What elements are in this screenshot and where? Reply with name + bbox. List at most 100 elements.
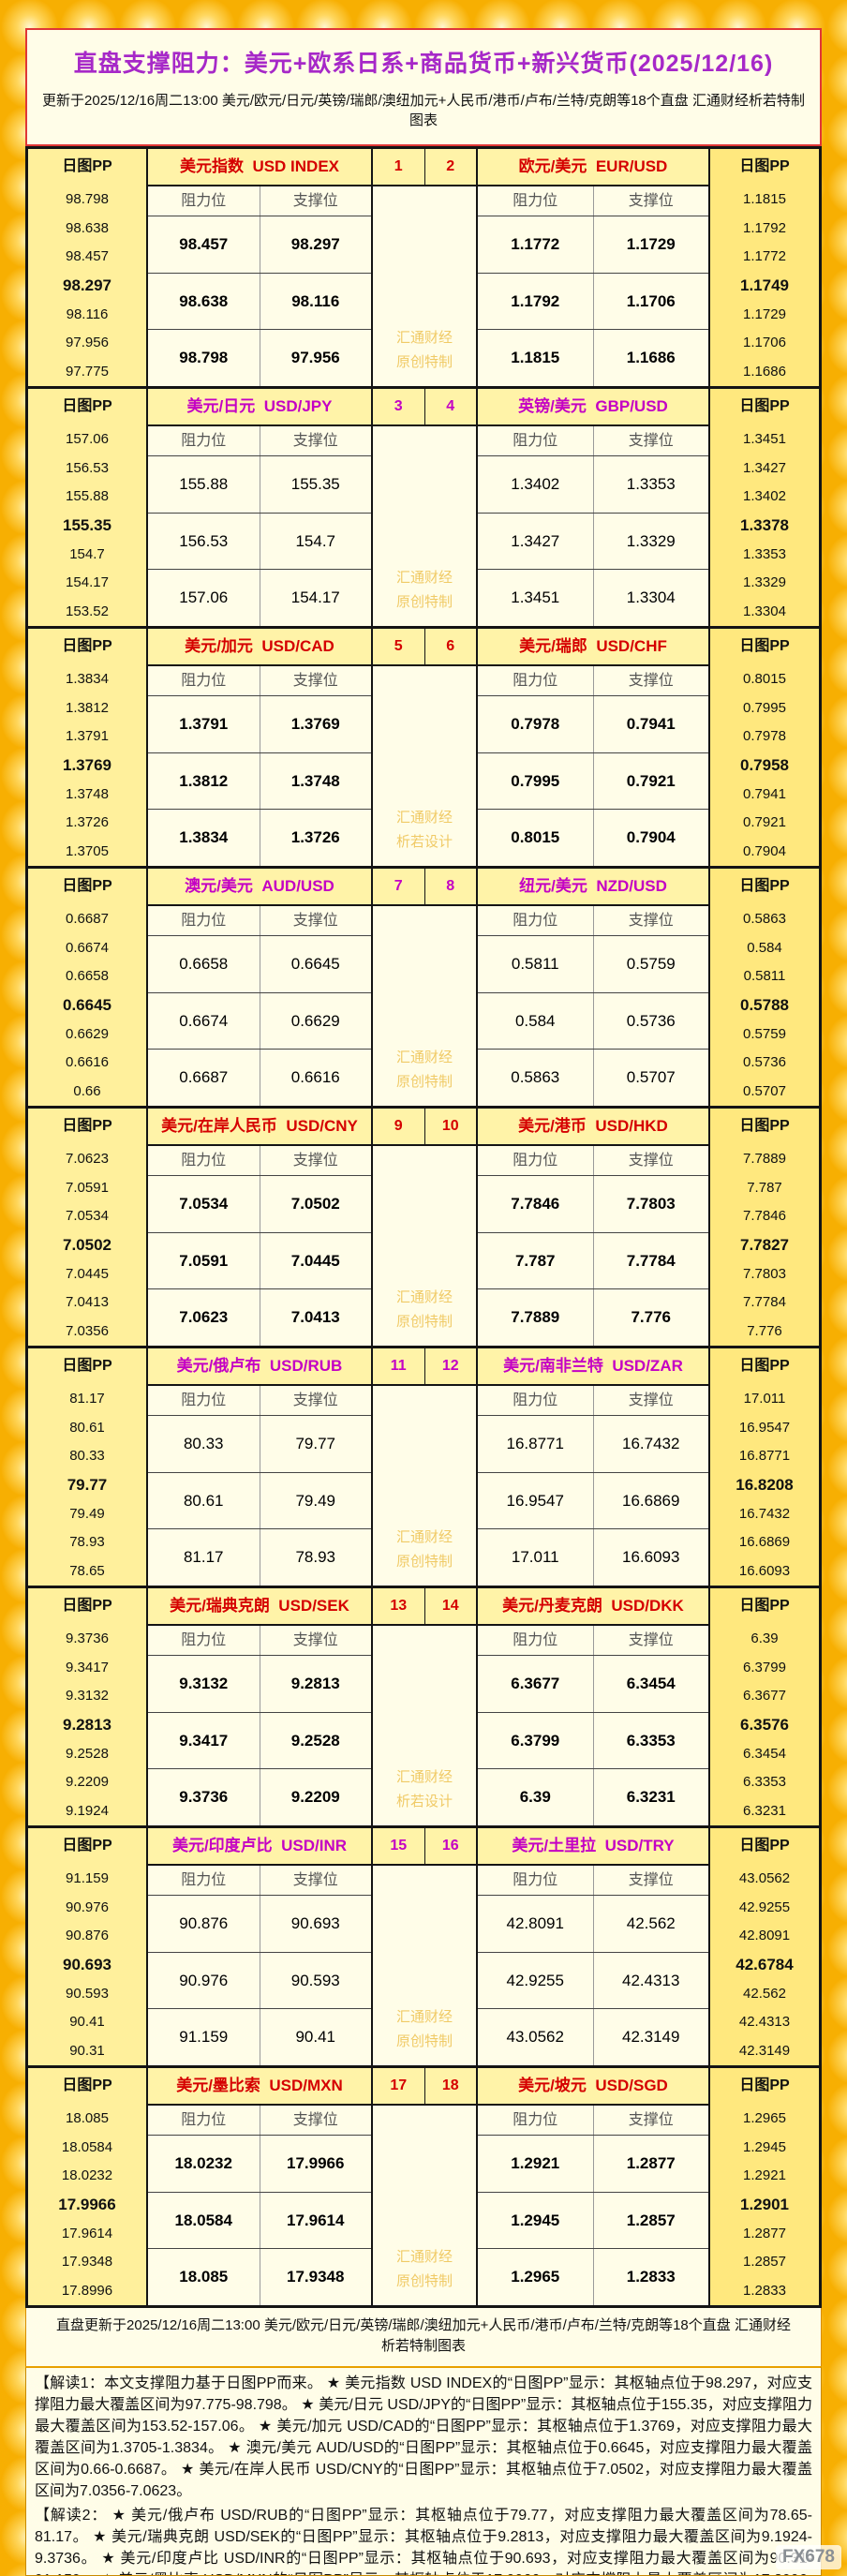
pp-level-value: 90.31 (69, 2043, 105, 2060)
pp-level-value: 1.1792 (743, 219, 786, 236)
resistance-value: 1.2921 (478, 2136, 594, 2192)
pp-level-value: 17.9614 (61, 2225, 113, 2241)
pair-code: USD/RUB (269, 1357, 343, 1375)
footer-bar: 直盘更新于2025/12/16周二13:00 美元/欧元/日元/英镑/瑞郎/澳纽… (25, 2308, 822, 2366)
pp-level-value: 0.7978 (743, 728, 786, 745)
support-value: 1.3726 (290, 828, 340, 847)
pp-column: 日图PP 17.011 16.9547 16.8771 16.8208 16.7432 16… (710, 1348, 819, 1586)
brand-watermark: 汇通财经 原创特制 (373, 1386, 476, 1586)
resistance-value: 81.17 (148, 1529, 260, 1586)
support-value: 0.7904 (626, 828, 676, 847)
resistance-value: 1.1792 (478, 273, 594, 330)
rate-row: 18.0232 17.9966 (148, 2136, 371, 2193)
pair-code: USD/CHF (596, 637, 667, 655)
pair-table: 美元/土里拉 USD/TRY 阻力位 支撑位 42.8091 42.562 42.9255… (478, 1828, 710, 2066)
brand-watermark: 汇通财经 原创特制 (373, 186, 476, 386)
rate-row: 91.159 90.41 (148, 2009, 371, 2066)
resistance-value: 1.2945 (478, 2192, 594, 2249)
rate-row: 1.3402 1.3353 (478, 456, 708, 514)
pair-table: 纽元/美元 NZD/USD 阻力位 支撑位 0.5811 0.5759 0.584 0.57… (478, 869, 710, 1107)
middle-column: 1 2 汇通财经 原创特制 (373, 149, 478, 386)
pp-level-value: 1.3834 (66, 670, 109, 687)
pair-table: 美元/在岸人民币 USD/CNY 阻力位 支撑位 7.0534 7.0502 7.0591… (148, 1109, 373, 1347)
pair-code: USD/CNY (286, 1117, 358, 1135)
rate-row: 0.6687 0.6616 (148, 1050, 371, 1107)
pair-name-cn: 美元/丹麦克朗 (502, 1597, 602, 1615)
pair-name-cn: 英镑/美元 (518, 397, 587, 415)
pair-number: 1 (373, 149, 425, 185)
brand-watermark-line1: 汇通财经 (395, 570, 453, 586)
pp-level-value: 7.0591 (66, 1179, 109, 1196)
brand-watermark-line1: 汇通财经 (395, 2009, 453, 2025)
rate-row: 42.9255 42.4313 (478, 1952, 708, 2010)
resistance-value: 0.5811 (478, 936, 594, 992)
pair-table: 美元/南非兰特 USD/ZAR 阻力位 支撑位 16.8771 16.7432 16.95… (478, 1348, 710, 1586)
pp-level-value: 1.1686 (743, 364, 786, 380)
resistance-value: 1.1772 (478, 216, 594, 273)
rate-row: 81.17 78.93 (148, 1529, 371, 1586)
pair-table-header: 阻力位 支撑位 (478, 1386, 708, 1416)
middle-column: 5 6 汇通财经 析若设计 (373, 629, 478, 866)
support-value: 16.6093 (622, 1548, 680, 1567)
pp-column: 日图PP 43.0562 42.9255 42.8091 42.6784 42.562 42… (710, 1828, 819, 2065)
rate-row: 1.1815 1.1686 (478, 330, 708, 387)
pp-level-value: 42.8091 (738, 1928, 791, 1944)
pp-level-value: 154.7 (69, 545, 105, 562)
brand-watermark-line1: 汇通财经 (395, 2249, 453, 2265)
pair-table: 美元/坡元 USD/SGD 阻力位 支撑位 1.2921 1.2877 1.2945 1.2… (478, 2068, 710, 2306)
pp-level-value: 153.52 (66, 603, 109, 620)
support-value: 7.7784 (626, 1251, 676, 1270)
brand-watermark-line2: 原创特制 (395, 2033, 453, 2049)
middle-column: 9 10 汇通财经 原创特制 (373, 1109, 478, 1346)
pair-table-header: 阻力位 支撑位 (148, 666, 371, 696)
resistance-value: 7.0591 (148, 1232, 260, 1289)
pair-name-cn: 美元/坡元 (518, 2077, 587, 2094)
resistance-header: 阻力位 (148, 666, 260, 695)
pair-name-cn: 美元指数 (179, 157, 244, 175)
pair-table: 澳元/美元 AUD/USD 阻力位 支撑位 0.6658 0.6645 0.6674 0.6… (148, 869, 373, 1107)
resistance-value: 7.7889 (478, 1289, 594, 1347)
brand-watermark-line1: 汇通财经 (395, 1529, 453, 1545)
support-value: 9.2813 (290, 1674, 340, 1692)
resistance-value: 6.3799 (478, 1712, 594, 1769)
pp-pivot-value: 98.297 (63, 275, 111, 294)
support-header: 支撑位 (628, 913, 674, 929)
pp-level-value: 9.1924 (66, 1803, 109, 1820)
support-value: 78.93 (295, 1548, 336, 1567)
rate-row: 80.61 79.49 (148, 1472, 371, 1530)
pp-level-value: 1.3812 (66, 699, 109, 716)
pair-code: USD/SGD (595, 2077, 668, 2094)
pp-level-value: 80.61 (69, 1419, 105, 1436)
pp-column: 日图PP 6.39 6.3799 6.3677 6.3576 6.3454 6.3353 6.… (710, 1588, 819, 1825)
resistance-header: 阻力位 (478, 1146, 594, 1175)
rate-row: 0.8015 0.7904 (478, 810, 708, 867)
brand-watermark-line1: 汇通财经 (395, 330, 453, 346)
pp-level-value: 1.2833 (743, 2283, 786, 2300)
pair-table-header: 阻力位 支撑位 (148, 1866, 371, 1896)
support-header: 支撑位 (292, 913, 338, 929)
note-paragraph-1: 【解读1：本文支撑阻力基于日图PP而来。 ★ 美元指数 USD INDEX的“日… (35, 2375, 812, 2499)
pp-level-value: 98.116 (66, 305, 109, 322)
resistance-value: 98.638 (148, 273, 260, 330)
support-value: 98.116 (291, 291, 340, 310)
pp-level-value: 154.17 (66, 574, 109, 591)
resistance-value: 1.1815 (478, 330, 594, 387)
support-header: 支撑位 (628, 2112, 674, 2128)
pair-title: 欧元/美元 EUR/USD (478, 149, 708, 186)
pp-level-value: 156.53 (66, 459, 109, 476)
pp-level-value: 16.6093 (738, 1563, 791, 1580)
pp-level-value: 0.5736 (743, 1054, 786, 1071)
resistance-value: 7.0534 (148, 1176, 260, 1232)
pp-level-value: 1.3402 (743, 488, 786, 505)
pp-level-value: 0.6658 (66, 968, 109, 985)
rate-row: 0.5811 0.5759 (478, 936, 708, 993)
pair-table-header: 阻力位 支撑位 (148, 426, 371, 456)
rate-row: 7.0591 7.0445 (148, 1232, 371, 1290)
support-header: 支撑位 (292, 673, 338, 689)
pp-column: 日图PP 98.798 98.638 98.457 98.297 98.116 97.956… (28, 149, 148, 386)
pair-title: 纽元/美元 NZD/USD (478, 869, 708, 906)
pp-level-value: 91.159 (66, 1869, 109, 1886)
rate-row: 7.7889 7.776 (478, 1289, 708, 1347)
pair-code: USD INDEX (252, 157, 340, 175)
